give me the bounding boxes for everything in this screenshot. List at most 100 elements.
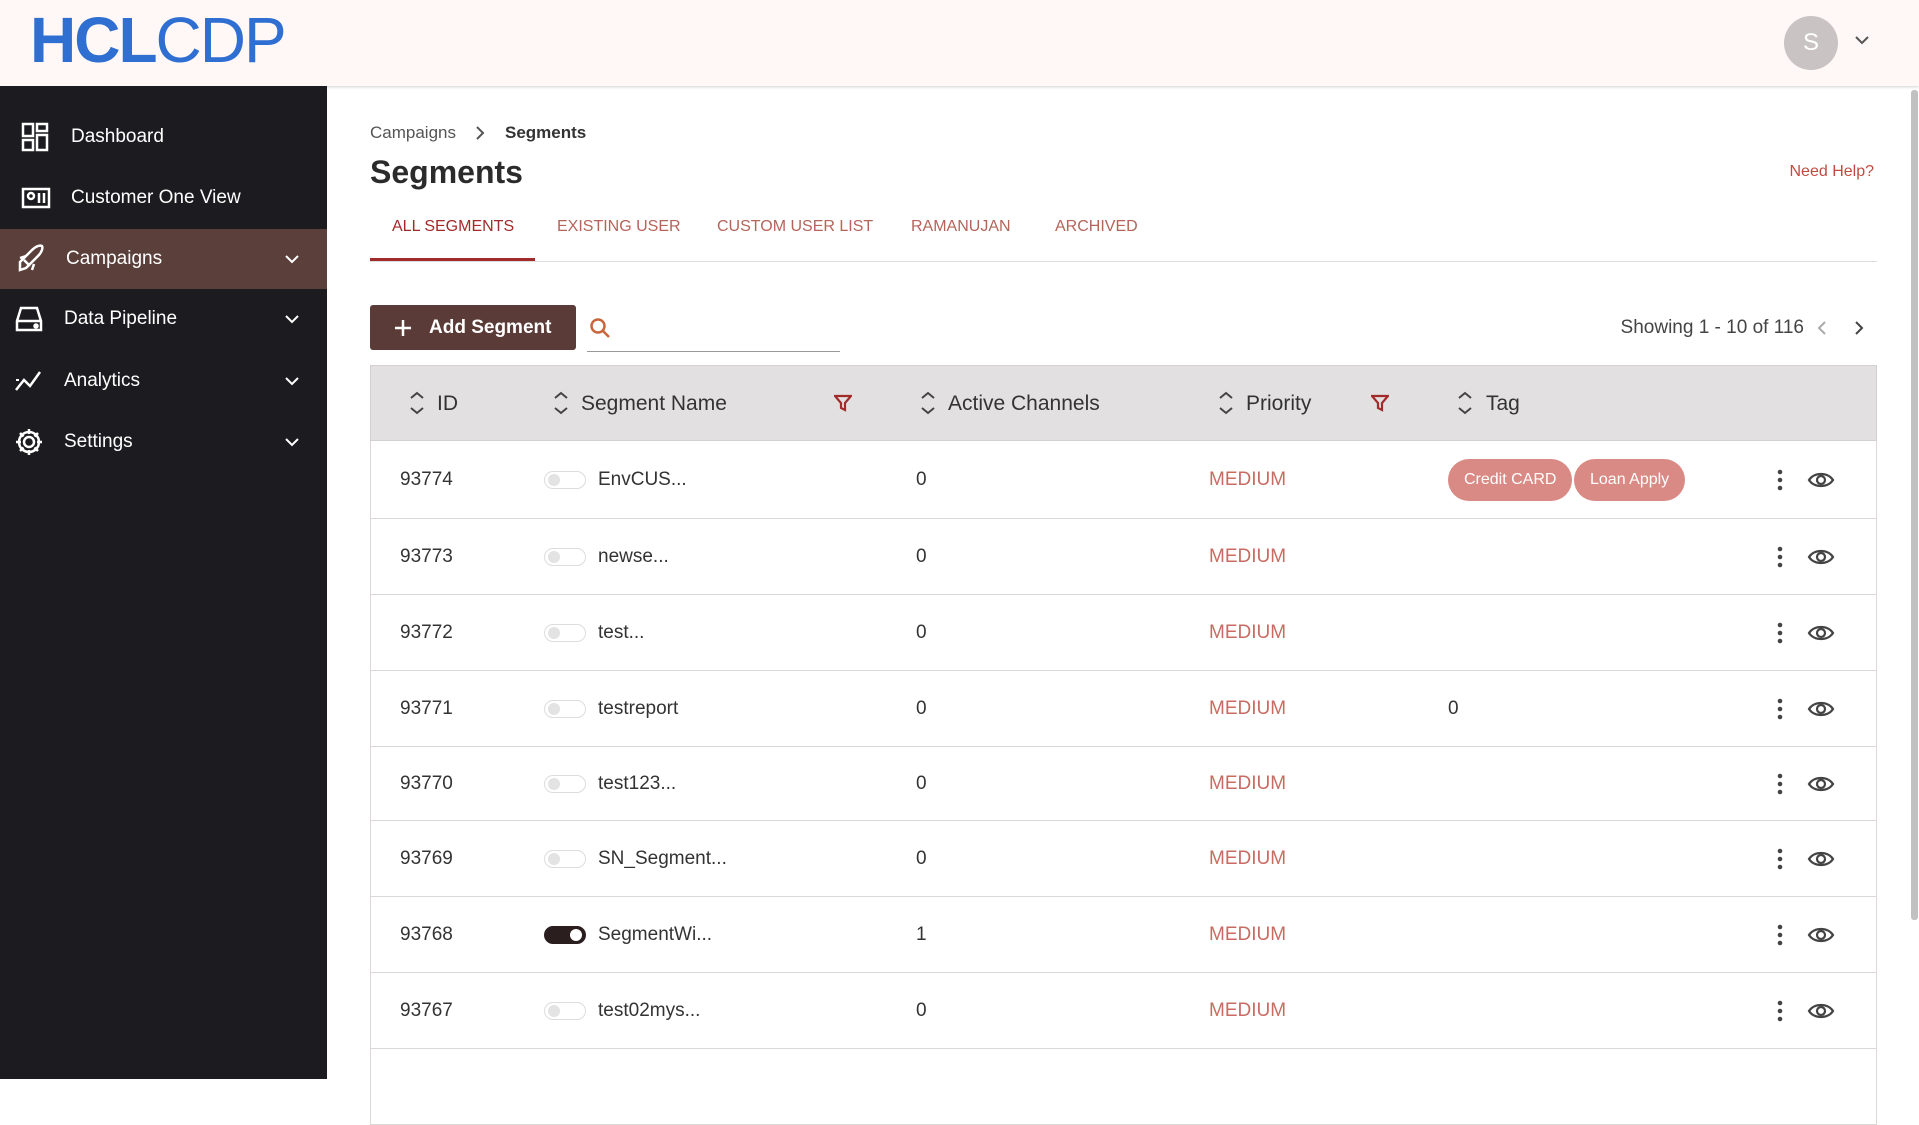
more-menu[interactable]: [1776, 469, 1784, 491]
priority: MEDIUM: [1209, 999, 1287, 1021]
table-row: 93767 test02mys... 0 MEDIUM: [370, 973, 1877, 1049]
more-menu[interactable]: [1776, 924, 1784, 946]
table-row: 93768 SegmentWi... 1 MEDIUM: [370, 897, 1877, 973]
status-toggle[interactable]: [544, 699, 586, 718]
segment-name[interactable]: SN_Segment...: [598, 847, 727, 869]
status-toggle[interactable]: [544, 470, 586, 489]
table-row: 93770 test123... 0 MEDIUM: [370, 747, 1877, 821]
scrollbar[interactable]: [1911, 90, 1918, 920]
filter-icon[interactable]: [1371, 394, 1389, 412]
view-icon[interactable]: [1807, 1001, 1835, 1021]
nav-label: Campaigns: [66, 248, 163, 269]
help-link[interactable]: Need Help?: [1789, 163, 1875, 180]
add-segment-button[interactable]: Add Segment: [370, 305, 576, 350]
more-menu[interactable]: [1776, 1000, 1784, 1022]
avatar-caret[interactable]: [1854, 34, 1870, 46]
segment-id: 93773: [400, 545, 453, 567]
segment-id: 93774: [400, 468, 453, 490]
more-menu[interactable]: [1776, 773, 1784, 795]
nav-item[interactable]: Settings: [0, 412, 327, 472]
column-header: ID: [437, 392, 458, 415]
status-toggle[interactable]: [544, 925, 586, 944]
avatar[interactable]: S: [1784, 16, 1838, 70]
more-menu[interactable]: [1776, 848, 1784, 870]
segment-id: 93767: [400, 999, 453, 1021]
segment-name[interactable]: test123...: [598, 772, 677, 794]
breadcrumb-link[interactable]: Campaigns: [370, 123, 456, 142]
logo-bold: HCL: [30, 4, 158, 76]
nav-item[interactable]: Campaigns: [0, 229, 327, 289]
segment-name[interactable]: newse...: [598, 545, 669, 567]
view-icon[interactable]: [1807, 547, 1835, 567]
view-icon[interactable]: [1807, 623, 1835, 643]
tab[interactable]: EXISTING USER: [557, 218, 681, 235]
toggle-knob: [570, 928, 582, 941]
more-menu[interactable]: [1776, 546, 1784, 568]
search-input[interactable]: [587, 351, 840, 352]
column-header: Active Channels: [948, 392, 1100, 415]
tabs-divider: [370, 261, 1877, 262]
nav-item[interactable]: Analytics: [0, 351, 327, 411]
status-toggle[interactable]: [544, 623, 586, 642]
tab[interactable]: ALL SEGMENTS: [392, 218, 515, 235]
logo-light: CDP: [155, 4, 287, 76]
next-page[interactable]: [1853, 320, 1865, 336]
tab[interactable]: CUSTOM USER LIST: [717, 218, 874, 235]
segment-id: 93771: [400, 697, 453, 719]
priority: MEDIUM: [1209, 847, 1287, 869]
page-title: Segments: [370, 154, 523, 190]
active-channels: 0: [916, 772, 927, 794]
toggle-knob: [548, 473, 560, 486]
view-icon[interactable]: [1807, 774, 1835, 794]
pagination-info: Showing 1 - 10 of 116: [1620, 317, 1804, 338]
icon: [15, 371, 42, 391]
segment-name[interactable]: test02mys...: [598, 999, 701, 1021]
segment-id: 93772: [400, 621, 453, 643]
nav-item[interactable]: Data Pipeline: [0, 289, 327, 349]
more-menu[interactable]: [1776, 698, 1784, 720]
caret: [285, 438, 299, 447]
column-header: Segment Name: [581, 392, 727, 415]
active-channels: 0: [916, 999, 927, 1021]
status-toggle[interactable]: [544, 547, 586, 566]
segment-name[interactable]: testreport: [598, 697, 679, 719]
toggle-knob: [548, 550, 560, 563]
nav-label: Customer One View: [71, 187, 241, 208]
sort-icon[interactable]: [920, 391, 936, 415]
logo[interactable]: HCLCDP: [30, 4, 287, 76]
toggle-knob: [548, 1004, 560, 1017]
sidebar: Dashboard Customer One View Campaigns Da…: [0, 86, 327, 1079]
more-menu[interactable]: [1776, 622, 1784, 644]
tab[interactable]: RAMANUJAN: [911, 218, 1011, 235]
prev-page[interactable]: [1816, 320, 1828, 336]
filter-icon[interactable]: [834, 394, 852, 412]
view-icon[interactable]: [1807, 849, 1835, 869]
view-icon[interactable]: [1807, 699, 1835, 719]
button-label: Add Segment: [429, 317, 552, 338]
tab[interactable]: ARCHIVED: [1055, 218, 1138, 235]
segment-id: 93770: [400, 772, 453, 794]
segment-name[interactable]: test...: [598, 621, 645, 643]
toggle-knob: [548, 626, 560, 639]
status-toggle[interactable]: [544, 849, 586, 868]
priority: MEDIUM: [1209, 468, 1287, 490]
toggle-knob: [548, 777, 560, 790]
icon: [18, 244, 44, 272]
toggle-knob: [548, 852, 560, 865]
view-icon[interactable]: [1807, 470, 1835, 490]
top-bar: HCLCDP S: [0, 0, 1919, 86]
segment-name[interactable]: SegmentWi...: [598, 923, 713, 945]
sort-icon[interactable]: [409, 391, 425, 415]
nav-item[interactable]: Dashboard: [0, 107, 327, 167]
sort-icon[interactable]: [1457, 391, 1473, 415]
nav-item[interactable]: Customer One View: [0, 168, 327, 228]
status-toggle[interactable]: [544, 774, 586, 793]
view-icon[interactable]: [1807, 925, 1835, 945]
active-channels: 1: [916, 923, 927, 945]
status-toggle[interactable]: [544, 1001, 586, 1020]
segment-name[interactable]: EnvCUS...: [598, 468, 687, 490]
priority: MEDIUM: [1209, 772, 1287, 794]
table-row: 93773 newse... 0 MEDIUM: [370, 519, 1877, 595]
sort-icon[interactable]: [1218, 391, 1234, 415]
sort-icon[interactable]: [553, 391, 569, 415]
